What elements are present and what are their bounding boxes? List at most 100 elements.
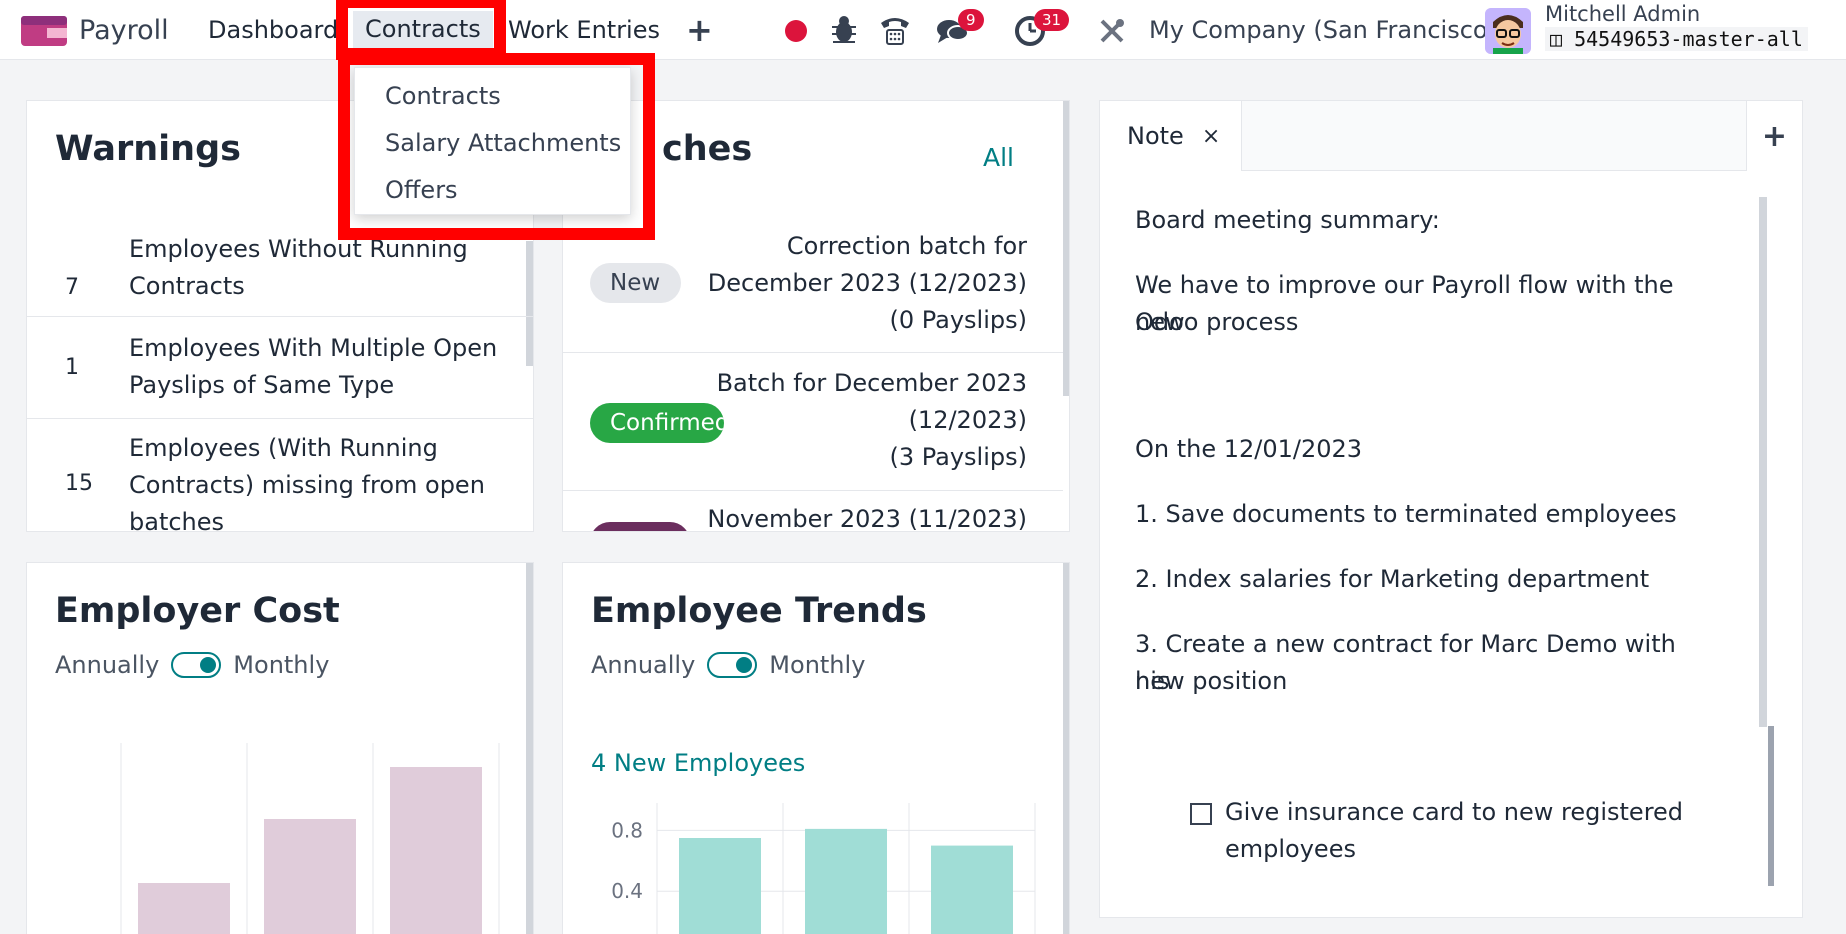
batch-text-line: Correction batch for: [786, 232, 1027, 260]
period-switch[interactable]: [707, 652, 758, 678]
toggle-annually-label[interactable]: Annually: [55, 651, 160, 679]
employee-trends-title: Employee Trends: [591, 591, 927, 631]
record-icon[interactable]: [784, 19, 808, 43]
batch-text-line: (0 Payslips): [889, 306, 1027, 334]
batch-text-line: December 2023 (12/2023): [707, 269, 1027, 297]
note-paragraph[interactable]: 1. Save documents to terminated employee…: [1135, 500, 1677, 528]
checklist-line: employees: [1225, 835, 1356, 863]
batch-text-line: (3 Payslips): [889, 443, 1027, 471]
batch-text-line: November 2023 (11/2023): [707, 505, 1027, 532]
switch-knob: [736, 657, 753, 673]
warning-row[interactable]: 1 Employees With Multiple Open Payslips …: [27, 317, 533, 419]
note-paragraph[interactable]: 3. Create a new contract for Marc Demo w…: [1135, 630, 1676, 695]
chart-bar: [390, 767, 482, 934]
menu-plus[interactable]: +: [686, 11, 713, 49]
note-scrollbar-track[interactable]: [1768, 726, 1774, 886]
user-avatar[interactable]: [1485, 8, 1531, 54]
toggle-annually-label[interactable]: Annually: [591, 651, 696, 679]
warning-text-line: Employees (With Running: [129, 434, 438, 462]
batches-scrollbar[interactable]: [1063, 101, 1069, 396]
warning-text-line: Contracts) missing from open: [129, 471, 485, 499]
payroll-app-icon[interactable]: [21, 16, 67, 46]
highlight-box-contracts-menu: [336, 0, 506, 60]
dropdown-item-contracts[interactable]: Contracts: [385, 82, 501, 110]
note-paragraph[interactable]: Odoo process: [1135, 308, 1299, 336]
batch-status-badge: New: [590, 263, 681, 303]
warning-count: 1: [65, 355, 79, 380]
contracts-dropdown-menu: Contracts Salary Attachments Offers: [354, 67, 631, 215]
batch-text: November 2023 (11/2023): [707, 501, 1027, 532]
dropdown-item-offers[interactable]: Offers: [385, 176, 458, 204]
clock-icon[interactable]: [1014, 15, 1046, 47]
chart-bar: [679, 838, 761, 934]
toggle-monthly-label[interactable]: Monthly: [233, 651, 330, 679]
period-switch[interactable]: [171, 652, 222, 678]
batches-title: ches: [662, 129, 753, 169]
batch-text: Correction batch for December 2023 (12/2…: [707, 228, 1027, 339]
tools-icon[interactable]: [1098, 17, 1126, 45]
menu-contracts[interactable]: Contracts: [353, 11, 493, 49]
employee-trends-chart: 0.8 0.4: [611, 803, 1036, 934]
warning-text-line: Employees With Multiple Open: [129, 334, 498, 362]
batch-row[interactable]: November 2023 (11/2023): [563, 491, 1063, 532]
batch-status-badge: Confirmed: [590, 403, 724, 443]
warning-text: Employees With Multiple Open Payslips of…: [129, 330, 509, 404]
close-icon[interactable]: ×: [1201, 123, 1221, 149]
batch-text-line: Batch for December 2023: [716, 369, 1027, 397]
y-tick-label: 0.4: [611, 879, 643, 903]
database-icon: ◫: [1550, 27, 1563, 51]
employee-trends-period-toggle: Annually Monthly: [591, 651, 865, 679]
batch-row[interactable]: Confirmed Batch for December 2023 (12/20…: [563, 353, 1063, 491]
employee-trends-scrollbar[interactable]: [1063, 563, 1069, 934]
checklist-line: Give insurance card to new registered: [1225, 798, 1684, 826]
dropdown-item-salary-attachments[interactable]: Salary Attachments: [385, 129, 622, 157]
employer-cost-period-toggle: Annually Monthly: [55, 651, 329, 679]
menu-work-entries[interactable]: Work Entries: [508, 16, 660, 44]
messages-badge: 9: [958, 9, 984, 31]
warnings-title: Warnings: [55, 129, 241, 169]
user-name[interactable]: Mitchell Admin: [1545, 2, 1701, 26]
employee-trends-card: Employee Trends Annually Monthly 4 New E…: [562, 562, 1070, 934]
warning-count: 7: [65, 275, 79, 300]
note-tab-label: Note: [1127, 122, 1184, 150]
note-paragraph[interactable]: On the 12/01/2023: [1135, 435, 1363, 463]
note-scrollbar[interactable]: [1759, 197, 1767, 727]
add-note-button[interactable]: +: [1746, 101, 1802, 171]
highlight-box-dropdown: [338, 53, 655, 240]
note-card: Note × + Board meeting summary: We have …: [1099, 100, 1803, 918]
database-label: 54549653-master-all: [1574, 27, 1803, 51]
note-paragraph[interactable]: 2. Index salaries for Marketing departme…: [1135, 565, 1650, 593]
phone-icon[interactable]: [878, 15, 912, 45]
app-name[interactable]: Payroll: [79, 14, 169, 46]
note-paragraph[interactable]: We have to improve our Payroll flow with…: [1135, 271, 1674, 336]
y-tick-label: 0.8: [611, 818, 643, 842]
warning-text: Employees Without Running Contracts: [129, 231, 509, 305]
batch-text-line: (12/2023): [908, 406, 1027, 434]
warnings-scrollbar[interactable]: [526, 241, 533, 366]
batches-all-link[interactable]: All: [983, 143, 1014, 172]
menu-dashboard[interactable]: Dashboard: [208, 16, 339, 44]
company-switcher[interactable]: My Company (San Francisco): [1149, 16, 1497, 44]
bug-icon[interactable]: [830, 15, 858, 45]
activities-badge: 31: [1034, 9, 1070, 31]
employer-cost-card: Employer Cost Annually Monthly: [26, 562, 534, 934]
chart-bar: [931, 845, 1013, 934]
warning-row[interactable]: 15 Employees (With Running Contracts) mi…: [27, 419, 533, 531]
batch-row[interactable]: New Correction batch for December 2023 (…: [563, 221, 1063, 353]
warning-text-line: Payslips of Same Type: [129, 371, 395, 399]
note-tab[interactable]: Note ×: [1100, 101, 1242, 171]
note-paragraph[interactable]: new position: [1135, 667, 1288, 695]
warning-text-line: Contracts: [129, 272, 245, 300]
employer-cost-chart: [120, 743, 500, 934]
chart-bar: [264, 819, 356, 934]
employer-cost-title: Employer Cost: [55, 591, 340, 631]
checklist-checkbox[interactable]: [1190, 803, 1212, 825]
employer-cost-scrollbar[interactable]: [526, 563, 533, 934]
checklist-item-text[interactable]: Give insurance card to new registered em…: [1225, 794, 1695, 868]
new-employees-link[interactable]: 4 New Employees: [591, 749, 806, 777]
toggle-monthly-label[interactable]: Monthly: [769, 651, 866, 679]
note-paragraph[interactable]: Board meeting summary:: [1135, 206, 1440, 234]
top-navbar: Payroll Dashboard Contracts Work Entries…: [0, 0, 1846, 60]
chart-bar: [805, 828, 887, 934]
batch-text: Batch for December 2023 (12/2023) (3 Pay…: [707, 365, 1027, 476]
